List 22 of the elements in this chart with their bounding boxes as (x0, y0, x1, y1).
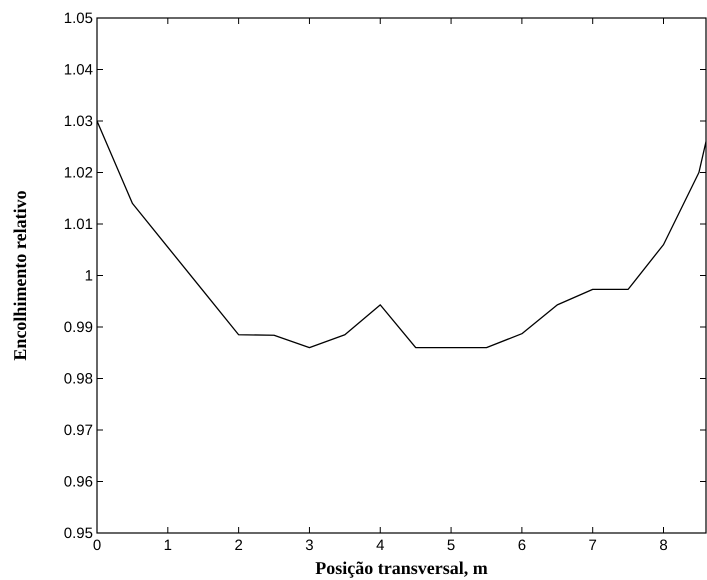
x-tick-label: 5 (446, 537, 456, 554)
y-tick-label: 1.02 (64, 164, 93, 182)
y-tick-label: 1.01 (64, 216, 93, 233)
y-tick-label: 1 (84, 268, 93, 284)
x-axis-title: Posição transversal, m (315, 558, 488, 578)
y-tick-label: 0.98 (64, 370, 93, 388)
y-tick-label: 1.04 (64, 62, 93, 78)
y-axis-title: Encolhimento relativo (10, 190, 30, 361)
x-tick-label: 1 (164, 537, 172, 554)
x-tick-label: 7 (588, 537, 597, 554)
x-tick-label: 3 (305, 537, 314, 554)
y-tick-label: 1.05 (64, 10, 93, 27)
x-tick-label: 2 (234, 537, 243, 554)
x-tick-label: 4 (376, 537, 384, 554)
x-tick-label: 8 (659, 537, 668, 554)
y-tick-label: 0.97 (64, 422, 93, 439)
y-tick-label: 0.96 (64, 474, 93, 490)
x-tick-label: 6 (518, 537, 526, 554)
y-tick-label: 1.03 (64, 113, 93, 130)
x-tick-label: 0 (92, 537, 102, 554)
y-tick-label: 0.99 (64, 319, 93, 336)
y-tick-label: 0.95 (64, 525, 93, 542)
